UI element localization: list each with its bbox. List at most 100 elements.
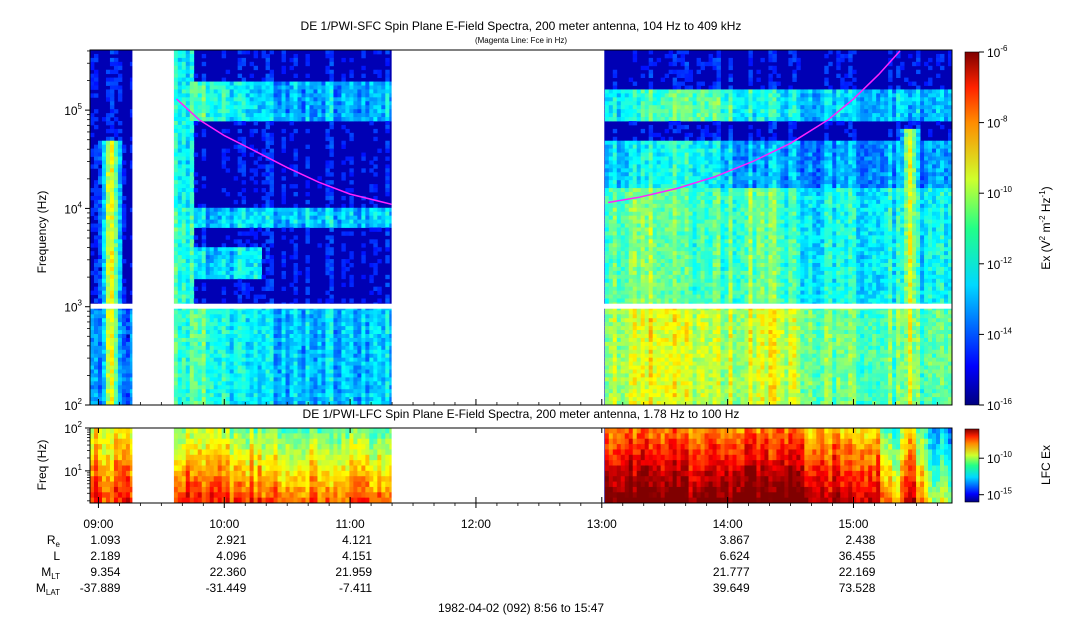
- spectrogram-cell: [377, 101, 382, 106]
- spectrogram-cell: [225, 192, 231, 197]
- spectrogram-cell: [349, 349, 354, 355]
- spectrogram-cell: [177, 369, 183, 374]
- spectrogram-cell: [97, 377, 103, 382]
- spectrogram-cell: [640, 223, 646, 228]
- spectrogram-cell: [101, 239, 107, 244]
- spectrogram-cell: [608, 266, 614, 272]
- spectrogram-cell: [189, 334, 195, 339]
- spectrogram-cell: [357, 337, 362, 343]
- spectrogram-cell: [329, 164, 334, 169]
- spectrogram-cell: [628, 286, 634, 292]
- spectrogram-cell: [237, 369, 243, 374]
- spectrogram-cell: [253, 160, 259, 165]
- spectrogram-cell: [217, 85, 223, 90]
- spectrogram-cell: [624, 298, 630, 303]
- spectrogram-cell: [281, 274, 286, 280]
- spectrogram-cell: [357, 207, 362, 213]
- spectrogram-cell: [620, 294, 626, 299]
- spectrogram-cell: [640, 117, 646, 122]
- spectrogram-cell: [648, 381, 654, 386]
- spectrogram-cell: [109, 160, 115, 165]
- spectrogram-cell: [241, 322, 247, 327]
- spectrogram-cell: [93, 109, 99, 114]
- spectrogram-cell: [229, 334, 235, 339]
- spectrogram-cell: [616, 274, 622, 280]
- spectrogram-cell: [644, 65, 650, 71]
- spectrogram-cell: [225, 223, 231, 228]
- spectrogram-cell: [237, 144, 243, 150]
- spectrogram-cell: [321, 219, 326, 224]
- spectrogram-cell: [201, 219, 207, 224]
- spectrogram-cell: [185, 188, 191, 193]
- spectrogram-cell: [337, 93, 342, 98]
- spectrogram-cell: [173, 61, 179, 67]
- spectrogram-cell: [229, 345, 235, 351]
- spectrogram-cell: [225, 156, 231, 161]
- spectrogram-cell: [241, 341, 247, 347]
- spectrogram-cell: [257, 401, 262, 405]
- spectrogram-cell: [261, 195, 266, 201]
- spectrogram-cell: [201, 85, 207, 90]
- spectrogram-cell: [333, 113, 338, 118]
- spectrogram-cell: [373, 357, 378, 363]
- spectrogram-cell: [201, 341, 207, 347]
- spectrogram-cell: [209, 377, 215, 382]
- spectrogram-cell: [277, 345, 282, 351]
- spectrogram-cell: [185, 259, 191, 264]
- spectrogram-cell: [97, 263, 103, 268]
- spectrogram-cell: [373, 164, 378, 169]
- spectrogram-cell: [624, 172, 630, 177]
- spectrogram-cell: [245, 389, 251, 394]
- spectrogram-cell: [325, 207, 330, 213]
- spectrogram-cell: [616, 278, 622, 284]
- spectrogram-cell: [385, 373, 390, 378]
- spectrogram-cell: [325, 270, 330, 276]
- spectrogram-cell: [616, 369, 622, 374]
- spectrogram-cell: [640, 152, 646, 157]
- spectrogram-cell: [109, 199, 115, 205]
- spectrogram-cell: [357, 369, 362, 374]
- spectrogram-cell: [285, 215, 290, 221]
- spectrogram-cell: [357, 353, 362, 359]
- spectrogram-cell: [225, 89, 231, 94]
- spectrogram-cell: [652, 219, 658, 224]
- spectrogram-cell: [237, 192, 243, 197]
- spectrogram-cell: [640, 353, 646, 359]
- spectrogram-cell: [325, 188, 330, 193]
- spectrogram-cell: [624, 330, 630, 335]
- spectrogram-cell: [616, 239, 622, 244]
- spectrogram-cell: [269, 89, 274, 94]
- spectrogram-cell: [317, 211, 322, 217]
- spectrogram-cell: [189, 290, 195, 295]
- spectrogram-cell: [369, 113, 374, 118]
- spectrogram-cell: [608, 274, 614, 280]
- spectrogram-cell: [365, 389, 370, 394]
- spectrogram-cell: [201, 353, 207, 359]
- spectrogram-cell: [177, 50, 183, 55]
- spectrogram-cell: [317, 361, 322, 366]
- spectrogram-cell: [333, 322, 338, 327]
- spectrogram-cell: [193, 97, 199, 102]
- spectrogram-cell: [253, 89, 259, 94]
- spectrogram-cell: [345, 377, 350, 382]
- spectrogram-cell: [109, 243, 115, 248]
- spectrogram-cell: [90, 132, 95, 138]
- spectrogram-cell: [90, 164, 95, 169]
- spectrogram-cell: [241, 349, 247, 355]
- spectrogram-cell: [97, 282, 103, 288]
- spectrogram-cell: [293, 341, 298, 347]
- spectrogram-cell: [656, 255, 662, 260]
- spectrogram-cell: [233, 330, 239, 335]
- spectrogram-cell: [660, 231, 666, 236]
- spectrogram-cell: [261, 314, 266, 319]
- spectrogram-cell: [341, 326, 346, 331]
- spectrogram-cell: [648, 69, 654, 75]
- spectrogram-cell: [269, 243, 274, 248]
- spectrogram-cell: [632, 152, 638, 157]
- spectrogram-cell: [249, 381, 255, 386]
- spectrogram-cell: [389, 105, 394, 110]
- spectrogram-cell: [90, 334, 95, 339]
- spectrogram-cell: [301, 310, 306, 315]
- spectrogram-cell: [301, 349, 306, 355]
- spectrogram-cell: [109, 357, 115, 363]
